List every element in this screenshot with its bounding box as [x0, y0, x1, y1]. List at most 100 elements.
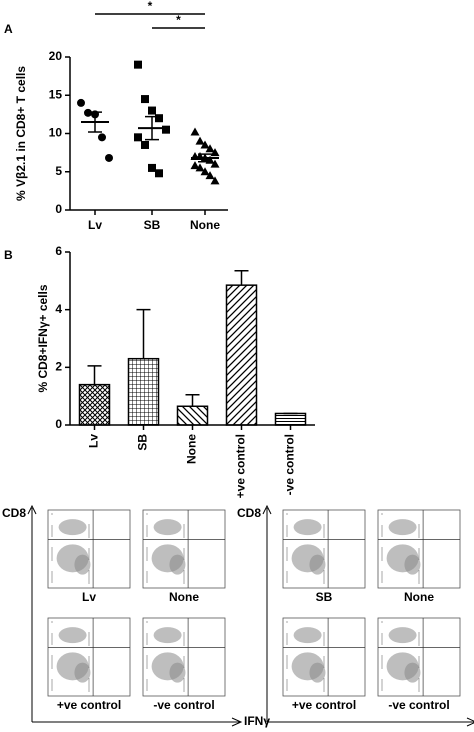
cell-dot — [146, 637, 148, 639]
cell-dot — [323, 680, 325, 682]
data-point — [200, 140, 210, 149]
cell-dot — [183, 638, 185, 640]
cell-dot — [51, 559, 53, 561]
x-tick-label: None — [185, 434, 199, 464]
cell-dot — [381, 529, 383, 531]
cell-dot — [183, 688, 185, 690]
cell-dot — [381, 689, 383, 691]
data-point — [134, 60, 142, 69]
cell-dot — [183, 534, 185, 536]
data-point — [98, 133, 106, 142]
data-point — [210, 176, 220, 185]
data-point — [195, 136, 205, 145]
flow-x-label: IFNγ — [244, 714, 270, 728]
cell-dot — [146, 679, 148, 681]
cell-population — [74, 554, 91, 575]
cell-dot — [88, 666, 90, 668]
cell-dot — [381, 663, 383, 665]
cell-dot — [323, 678, 325, 680]
cell-dot — [381, 577, 383, 579]
cell-dot — [323, 662, 325, 664]
y-tick-label: 20 — [49, 49, 63, 63]
flow-y-label: CD8 — [2, 506, 26, 520]
cell-dot — [88, 552, 90, 554]
cell-dot — [183, 532, 185, 534]
bar — [225, 284, 258, 426]
cell-dot — [146, 577, 148, 579]
error-bar — [136, 308, 151, 359]
cell-dot — [286, 529, 288, 531]
cell-population — [74, 662, 91, 683]
cell-dot — [51, 665, 53, 667]
axis-arrow — [27, 504, 243, 727]
panel-label: B — [4, 248, 13, 262]
cell-dot — [183, 554, 185, 556]
cell-dot — [323, 636, 325, 638]
cell-dot — [323, 682, 325, 684]
cell-dot — [51, 655, 53, 657]
y-tick-label: 15 — [49, 87, 63, 101]
cell-population — [388, 627, 417, 644]
cell-dot — [418, 664, 420, 666]
cell-dot — [88, 570, 90, 572]
cell-dot — [51, 637, 53, 639]
cell-dot — [418, 688, 420, 690]
cell-dot — [323, 578, 325, 580]
cell-dot — [88, 556, 90, 558]
cell-dot — [323, 550, 325, 552]
cell-dot — [51, 557, 53, 559]
cell-population — [169, 554, 186, 575]
cell-dot — [146, 547, 148, 549]
cell-dot — [323, 556, 325, 558]
data-point — [105, 153, 113, 162]
cell-dot — [183, 636, 185, 638]
cell-dot — [88, 688, 90, 690]
cell-dot — [286, 685, 288, 687]
cell-dot — [146, 665, 148, 667]
data-point — [77, 98, 85, 107]
cell-population — [153, 627, 182, 644]
cell-dot — [418, 658, 420, 660]
cell-dot — [323, 684, 325, 686]
cell-dot — [286, 525, 288, 527]
cell-dot — [381, 555, 383, 557]
cell-dot — [51, 685, 53, 687]
cell-dot — [146, 573, 148, 575]
data-point — [205, 144, 215, 153]
cell-dot — [146, 579, 148, 581]
cell-dot — [183, 536, 185, 538]
cell-dot — [88, 684, 90, 686]
cell-dot — [183, 574, 185, 576]
cell-dot — [51, 555, 53, 557]
cell-dot — [146, 529, 148, 531]
cell-dot — [88, 634, 90, 636]
cell-dot — [381, 655, 383, 657]
cell-dot — [183, 666, 185, 668]
panel-label: A — [4, 22, 13, 36]
cell-dot — [418, 690, 420, 692]
cell-dot — [146, 555, 148, 557]
cell-population — [169, 662, 186, 683]
cell-dot — [146, 687, 148, 689]
cell-dot — [51, 657, 53, 659]
cell-dot — [51, 553, 53, 555]
cell-dot — [51, 643, 53, 645]
cell-dot — [381, 535, 383, 537]
cell-dot — [183, 662, 185, 664]
cell-dot — [286, 665, 288, 667]
cell-population — [293, 519, 322, 536]
cell-dot — [381, 641, 383, 643]
cell-dot — [51, 549, 53, 551]
cell-dot — [183, 552, 185, 554]
data-point — [134, 133, 142, 142]
cell-dot — [183, 684, 185, 686]
cell-population — [58, 627, 87, 644]
flow-sample-label: +ve control — [292, 698, 356, 712]
cell-dot — [381, 681, 383, 683]
cell-dot — [418, 678, 420, 680]
cell-dot — [323, 558, 325, 560]
cell-dot — [286, 571, 288, 573]
cell-dot — [183, 582, 185, 584]
y-tick-label: 2 — [55, 360, 62, 374]
cell-dot — [381, 581, 383, 583]
